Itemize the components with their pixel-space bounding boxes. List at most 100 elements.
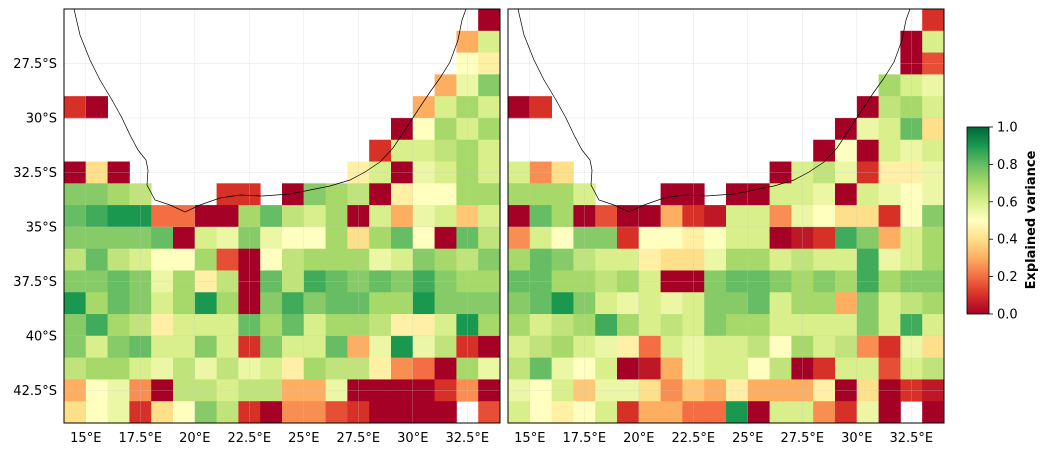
grid-cell <box>529 314 552 337</box>
grid-cell <box>529 96 552 119</box>
grid-cell <box>660 183 683 206</box>
grid-cell <box>434 248 457 271</box>
grid-cell <box>282 226 305 250</box>
grid-cell <box>704 314 727 337</box>
grid-cell <box>660 226 683 250</box>
grid-cell <box>878 357 901 380</box>
grid-cell <box>878 292 901 315</box>
grid-cell <box>878 335 901 359</box>
grid-cell <box>856 139 879 162</box>
grid-cell <box>478 357 500 380</box>
grid-cell <box>704 401 727 423</box>
grid-cell <box>856 117 879 141</box>
grid-cell <box>282 357 305 380</box>
grid-cell <box>922 30 944 53</box>
grid-cell <box>508 183 531 206</box>
grid-cell <box>434 335 457 359</box>
grid-cell <box>551 292 574 315</box>
grid-cell <box>922 96 944 119</box>
grid-cell <box>856 292 879 315</box>
grid-cell <box>595 205 618 228</box>
grid-cell <box>325 292 348 315</box>
grid-cell <box>508 401 531 423</box>
grid-cell <box>726 205 749 228</box>
grid-cell <box>922 314 944 337</box>
grid-cell <box>769 183 792 206</box>
grid-cell <box>369 401 392 423</box>
grid-cell <box>216 292 239 315</box>
heatmap-cells-left <box>64 9 500 423</box>
grid-cell <box>325 401 348 423</box>
lon-tick-labels-right: 15°E 17.5°E 20°E 22.5°E 25°E 27.5°E 30°E 32.5°E <box>514 431 933 446</box>
grid-cell <box>478 226 500 250</box>
grid-cell <box>282 314 305 337</box>
colorbar-tick-label: 0.0 <box>997 308 1018 323</box>
grid-cell <box>813 335 836 359</box>
grid-cell <box>478 183 500 206</box>
grid-cell <box>478 30 500 53</box>
grid-cell <box>107 226 130 250</box>
grid-cell <box>260 314 283 337</box>
grid-cell <box>726 401 749 423</box>
colorbar-gradient <box>966 126 990 315</box>
grid-cell <box>369 357 392 380</box>
grid-cell <box>508 248 531 271</box>
grid-cell <box>595 248 618 271</box>
grid-cell <box>878 314 901 337</box>
grid-cell <box>660 314 683 337</box>
grid-cell <box>813 357 836 380</box>
grid-cell <box>282 205 305 228</box>
grid-cell <box>478 292 500 315</box>
grid-cell <box>325 314 348 337</box>
grid-cell <box>369 205 392 228</box>
lon-tick-label: 15°E <box>70 431 101 446</box>
grid-cell <box>412 205 435 228</box>
grid-cell <box>478 401 500 423</box>
grid-cell <box>173 226 196 250</box>
grid-cell <box>769 357 792 380</box>
grid-cell <box>529 357 552 380</box>
colorbar-tick-label: 0.2 <box>997 270 1018 285</box>
grid-cell <box>412 314 435 337</box>
lon-tick-label: 32.5°E <box>889 431 933 446</box>
grid-cell <box>529 183 552 206</box>
grid-cell <box>478 139 500 162</box>
grid-cell <box>508 357 531 380</box>
grid-cell <box>747 314 770 337</box>
grid-cell <box>726 248 749 271</box>
grid-cell <box>704 226 727 250</box>
grid-cell <box>434 139 457 162</box>
grid-cell <box>747 226 770 250</box>
grid-cell <box>835 357 858 380</box>
grid-cell <box>856 226 879 250</box>
grid-cell <box>151 248 174 271</box>
lat-tick-label: 32.5°S <box>13 166 57 181</box>
grid-cell <box>173 335 196 359</box>
grid-cell <box>660 248 683 271</box>
grid-cell <box>194 226 217 250</box>
grid-cell <box>856 401 879 423</box>
grid-cell <box>835 183 858 206</box>
lon-tick-label: 25°E <box>288 431 319 446</box>
grid-cell <box>508 96 531 119</box>
gridlines-left <box>64 9 500 423</box>
grid-cell <box>551 401 574 423</box>
grid-cell <box>303 292 326 315</box>
grid-cell <box>412 357 435 380</box>
grid-cell <box>391 401 414 423</box>
lon-tick-label: 30°E <box>397 431 428 446</box>
grid-cell <box>325 226 348 250</box>
grid-cell <box>303 357 326 380</box>
grid-cell <box>325 357 348 380</box>
grid-cell <box>617 314 640 337</box>
grid-cell <box>412 96 435 119</box>
grid-cell <box>835 139 858 162</box>
coastline-left <box>73 9 467 213</box>
grid-cell <box>878 248 901 271</box>
heatmap-cells-right <box>508 9 944 423</box>
grid-cell <box>813 292 836 315</box>
grid-cell <box>325 248 348 271</box>
grid-cell <box>878 205 901 228</box>
lon-tick-label: 32.5°E <box>445 431 489 446</box>
grid-cell <box>813 314 836 337</box>
